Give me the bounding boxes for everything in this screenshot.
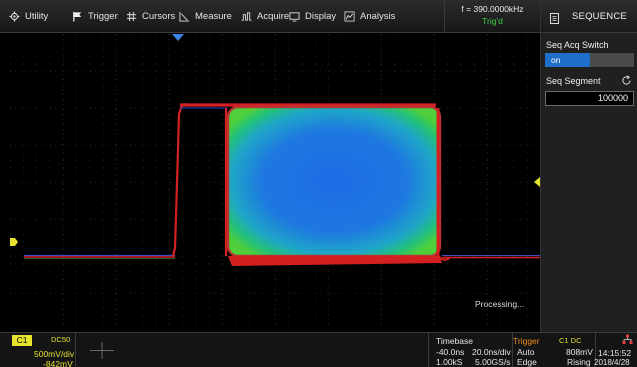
menu-label: Acquire	[257, 11, 290, 22]
menu-cursors[interactable]: Cursors	[125, 0, 175, 33]
menu-acquire[interactable]: Acquire	[240, 0, 289, 33]
gear-icon	[8, 11, 20, 23]
timebase-points: 1.00kS	[436, 357, 463, 367]
timebase-scale: 20.0ns/div	[472, 347, 511, 357]
hash-icon	[125, 11, 137, 23]
trigger-level: 808mV	[566, 347, 593, 357]
menu-bar: Utility Trigger Cursors Measure Acquire …	[0, 0, 540, 33]
trigger-source: C1 DC	[559, 336, 582, 345]
trigger-info: f = 390.0000kHz Trig'd	[444, 0, 540, 33]
trigger-slope: Rising	[567, 357, 591, 367]
measure-icon	[178, 11, 190, 23]
panel-header: SEQUENCE	[541, 0, 637, 33]
seq-acq-switch-toggle[interactable]: on	[545, 53, 634, 67]
flag-icon	[71, 11, 83, 23]
trigger-mode: Auto	[517, 347, 535, 357]
sequence-panel: SEQUENCE Seq Acq Switch on Seq Segment 1…	[540, 0, 637, 332]
menu-utility[interactable]: Utility	[8, 0, 48, 33]
trigger-label: Trigger	[513, 336, 540, 346]
menu-label: Utility	[25, 11, 49, 22]
frequency-readout: f = 390.0000kHz	[461, 4, 524, 14]
refresh-icon[interactable]	[621, 75, 632, 86]
waveform-display[interactable]	[10, 34, 540, 330]
menu-label: Measure	[195, 11, 232, 22]
channel-1-offset-marker[interactable]	[10, 238, 18, 246]
channel-coupling: DC50	[51, 335, 71, 344]
menu-label: Display	[305, 11, 337, 22]
clock-date: 2018/4/28	[594, 358, 630, 367]
menu-label: Trigger	[88, 11, 118, 22]
processing-status: Processing...	[475, 299, 525, 309]
menu-measure[interactable]: Measure	[178, 0, 232, 33]
clock-box: 14:15:52 2018/4/28	[594, 333, 637, 367]
seq-segment-input[interactable]: 100000	[545, 91, 634, 106]
timebase-box[interactable]: Timebase -40.0ns 20.0ns/div 1.00kS 5.00G…	[428, 333, 512, 367]
seq-acq-switch-value: on	[545, 53, 590, 67]
channel-badge: C1	[12, 335, 32, 346]
trigger-box[interactable]: Trigger C1 DC Auto 808mV Edge Rising	[512, 333, 595, 367]
trigger-type: Edge	[517, 357, 537, 367]
acquire-icon	[240, 11, 252, 23]
channel-1-trace	[24, 102, 540, 266]
menu-trigger[interactable]: Trigger	[71, 0, 118, 33]
timebase-sample-rate: 5.00GS/s	[475, 357, 511, 367]
trigger-position-marker[interactable]	[172, 34, 184, 41]
menu-analysis[interactable]: Analysis	[343, 0, 395, 33]
clock-time: 14:15:52	[598, 348, 632, 358]
channel-1-descriptor[interactable]: C1 DC50 500mV/div -842mV	[4, 333, 76, 367]
trigger-state: Trig'd	[482, 16, 503, 26]
menu-label: Analysis	[360, 11, 396, 22]
channel-scale: 500mV/div	[34, 349, 75, 359]
timebase-label: Timebase	[436, 336, 474, 346]
status-bar: C1 DC50 500mV/div -842mV Timebase -40.0n…	[0, 332, 637, 367]
timebase-delay: -40.0ns	[436, 347, 465, 357]
seq-segment-label: Seq Segment	[546, 76, 601, 86]
network-icon	[622, 334, 633, 344]
menu-label: Cursors	[142, 11, 176, 22]
trigger-level-marker[interactable]	[534, 177, 540, 187]
analysis-icon	[343, 11, 355, 23]
channel-offset: -842mV	[43, 359, 73, 367]
add-channel-icon[interactable]	[86, 338, 118, 362]
seq-acq-switch-label: Seq Acq Switch	[546, 40, 609, 50]
document-icon	[549, 11, 560, 24]
panel-title: SEQUENCE	[572, 10, 627, 22]
monitor-icon	[288, 11, 300, 23]
menu-display[interactable]: Display	[288, 0, 336, 33]
